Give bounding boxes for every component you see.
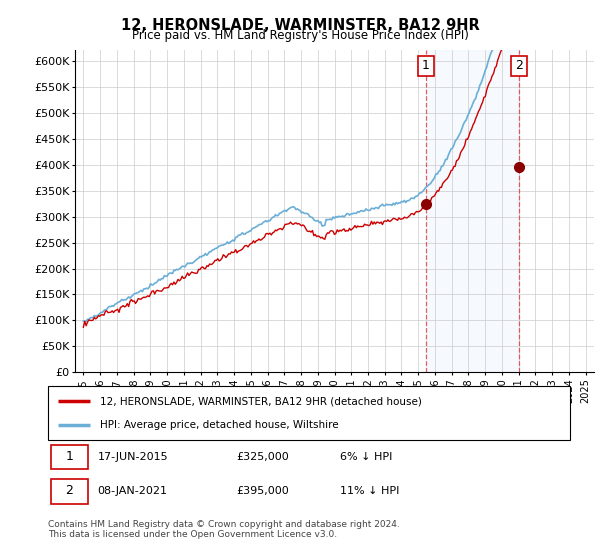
Bar xyxy=(50,445,88,469)
Bar xyxy=(50,479,88,503)
Text: HPI: Average price, detached house, Wiltshire: HPI: Average price, detached house, Wilt… xyxy=(100,419,339,430)
Text: 1: 1 xyxy=(422,59,430,72)
Text: £395,000: £395,000 xyxy=(236,486,289,496)
Text: 17-JUN-2015: 17-JUN-2015 xyxy=(98,451,168,461)
Text: 1: 1 xyxy=(65,450,73,463)
Text: 2: 2 xyxy=(65,484,73,497)
Text: 12, HERONSLADE, WARMINSTER, BA12 9HR: 12, HERONSLADE, WARMINSTER, BA12 9HR xyxy=(121,18,479,33)
Text: Contains HM Land Registry data © Crown copyright and database right 2024.
This d: Contains HM Land Registry data © Crown c… xyxy=(48,520,400,539)
Text: 12, HERONSLADE, WARMINSTER, BA12 9HR (detached house): 12, HERONSLADE, WARMINSTER, BA12 9HR (de… xyxy=(100,396,422,407)
Text: 6% ↓ HPI: 6% ↓ HPI xyxy=(340,451,392,461)
Text: £325,000: £325,000 xyxy=(236,451,289,461)
Text: 2: 2 xyxy=(515,59,523,72)
Bar xyxy=(426,50,519,372)
Text: Price paid vs. HM Land Registry's House Price Index (HPI): Price paid vs. HM Land Registry's House … xyxy=(131,29,469,42)
Text: 11% ↓ HPI: 11% ↓ HPI xyxy=(340,486,400,496)
Text: 08-JAN-2021: 08-JAN-2021 xyxy=(98,486,167,496)
